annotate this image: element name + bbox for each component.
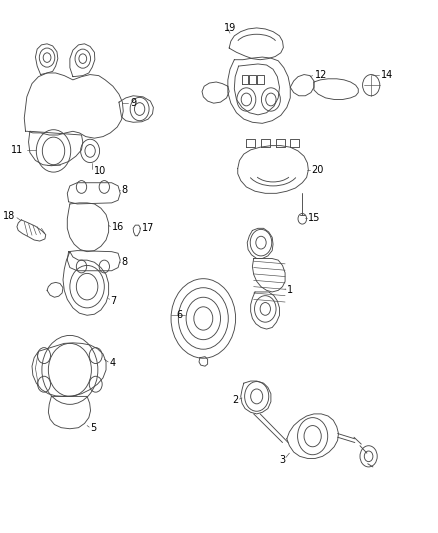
Text: 9: 9 xyxy=(131,98,137,108)
Text: 4: 4 xyxy=(110,358,116,368)
Text: 11: 11 xyxy=(11,145,23,155)
Text: 8: 8 xyxy=(121,184,127,195)
Text: 15: 15 xyxy=(307,213,320,223)
Text: 20: 20 xyxy=(311,165,323,175)
Text: 19: 19 xyxy=(224,23,236,33)
Text: 18: 18 xyxy=(4,211,16,221)
Text: 17: 17 xyxy=(142,223,155,233)
Text: 3: 3 xyxy=(279,455,285,465)
Text: 5: 5 xyxy=(91,423,97,433)
Text: 6: 6 xyxy=(177,310,183,320)
Text: 14: 14 xyxy=(381,70,393,79)
Text: 2: 2 xyxy=(232,395,239,405)
Text: 1: 1 xyxy=(287,285,293,295)
Text: 8: 8 xyxy=(121,257,127,267)
Text: 7: 7 xyxy=(110,296,117,306)
Text: 10: 10 xyxy=(95,166,107,176)
Text: 12: 12 xyxy=(315,70,328,79)
Text: 16: 16 xyxy=(112,222,124,232)
